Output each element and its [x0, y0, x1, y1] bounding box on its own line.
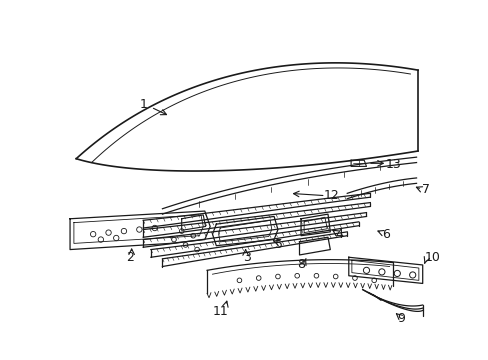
Text: 11: 11	[212, 305, 227, 318]
Text: 7: 7	[421, 183, 429, 196]
Text: 5: 5	[275, 238, 283, 251]
Text: 9: 9	[396, 312, 404, 325]
Text: 13: 13	[385, 158, 401, 171]
Text: 8: 8	[296, 258, 305, 271]
Text: 1: 1	[139, 98, 147, 111]
Text: 6: 6	[381, 228, 389, 240]
Text: 12: 12	[324, 189, 339, 202]
Text: 3: 3	[243, 251, 250, 264]
Text: 10: 10	[424, 251, 439, 264]
Text: 4: 4	[335, 228, 343, 240]
Text: 2: 2	[126, 251, 134, 264]
